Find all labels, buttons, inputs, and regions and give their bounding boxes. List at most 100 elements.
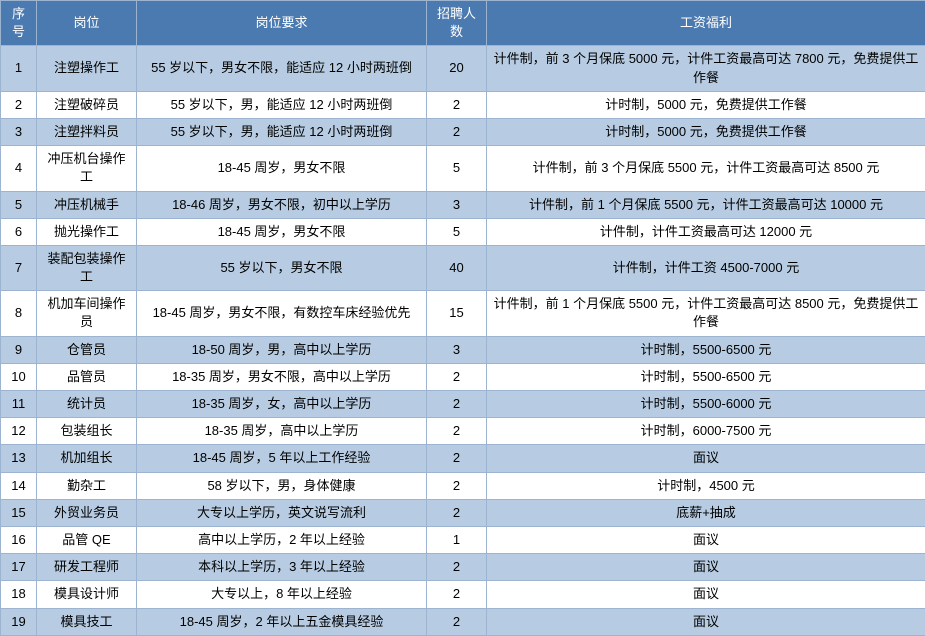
cell-no: 4 [1, 146, 37, 191]
cell-position: 抛光操作工 [37, 218, 137, 245]
cell-position: 统计员 [37, 391, 137, 418]
cell-no: 3 [1, 118, 37, 145]
cell-position: 勤杂工 [37, 472, 137, 499]
cell-pay: 面议 [487, 581, 925, 608]
table-row: 7装配包装操作工55 岁以下，男女不限40计件制，计件工资 4500-7000 … [1, 245, 925, 290]
cell-position: 研发工程师 [37, 554, 137, 581]
table-body: 1注塑操作工55 岁以下，男女不限，能适应 12 小时两班倒20计件制，前 3 … [1, 46, 925, 635]
cell-no: 18 [1, 581, 37, 608]
cell-requirement: 18-35 周岁，高中以上学历 [137, 418, 427, 445]
cell-pay: 计时制，5500-6000 元 [487, 391, 925, 418]
cell-requirement: 18-46 周岁，男女不限，初中以上学历 [137, 191, 427, 218]
cell-position: 机加组长 [37, 445, 137, 472]
cell-requirement: 18-35 周岁，男女不限，高中以上学历 [137, 363, 427, 390]
cell-count: 15 [427, 291, 487, 336]
cell-position: 注塑拌料员 [37, 118, 137, 145]
cell-no: 9 [1, 336, 37, 363]
cell-no: 2 [1, 91, 37, 118]
cell-position: 机加车间操作员 [37, 291, 137, 336]
cell-pay: 面议 [487, 554, 925, 581]
cell-position: 模具技工 [37, 608, 137, 635]
table-row: 18模具设计师大专以上，8 年以上经验2面议 [1, 581, 925, 608]
cell-count: 2 [427, 445, 487, 472]
cell-requirement: 55 岁以下，男，能适应 12 小时两班倒 [137, 91, 427, 118]
cell-pay: 底薪+抽成 [487, 499, 925, 526]
table-row: 17研发工程师本科以上学历，3 年以上经验2面议 [1, 554, 925, 581]
col-header-pos: 岗位 [37, 1, 137, 46]
cell-count: 40 [427, 245, 487, 290]
recruitment-table: 序号 岗位 岗位要求 招聘人数 工资福利 1注塑操作工55 岁以下，男女不限，能… [0, 0, 925, 636]
cell-requirement: 18-45 周岁，5 年以上工作经验 [137, 445, 427, 472]
cell-requirement: 大专以上学历，英文说写流利 [137, 499, 427, 526]
cell-no: 5 [1, 191, 37, 218]
table-row: 14勤杂工58 岁以下，男，身体健康2计时制，4500 元 [1, 472, 925, 499]
cell-no: 17 [1, 554, 37, 581]
cell-pay: 计时制，6000-7500 元 [487, 418, 925, 445]
table-row: 2注塑破碎员55 岁以下，男，能适应 12 小时两班倒2计时制，5000 元，免… [1, 91, 925, 118]
cell-position: 外贸业务员 [37, 499, 137, 526]
table-header: 序号 岗位 岗位要求 招聘人数 工资福利 [1, 1, 925, 46]
table-row: 11统计员18-35 周岁，女，高中以上学历2计时制，5500-6000 元 [1, 391, 925, 418]
cell-count: 2 [427, 554, 487, 581]
cell-no: 12 [1, 418, 37, 445]
cell-pay: 计件制，前 1 个月保底 5500 元，计件工资最高可达 8500 元，免费提供… [487, 291, 925, 336]
cell-position: 注塑破碎员 [37, 91, 137, 118]
table-row: 12包装组长18-35 周岁，高中以上学历2计时制，6000-7500 元 [1, 418, 925, 445]
cell-no: 8 [1, 291, 37, 336]
cell-count: 2 [427, 499, 487, 526]
cell-requirement: 58 岁以下，男，身体健康 [137, 472, 427, 499]
cell-count: 2 [427, 472, 487, 499]
cell-position: 仓管员 [37, 336, 137, 363]
cell-pay: 计时制，5500-6500 元 [487, 363, 925, 390]
cell-requirement: 55 岁以下，男，能适应 12 小时两班倒 [137, 118, 427, 145]
col-header-no: 序号 [1, 1, 37, 46]
table-row: 16品管 QE高中以上学历，2 年以上经验1面议 [1, 526, 925, 553]
col-header-req: 岗位要求 [137, 1, 427, 46]
table-row: 8机加车间操作员18-45 周岁，男女不限，有数控车床经验优先15计件制，前 1… [1, 291, 925, 336]
cell-no: 16 [1, 526, 37, 553]
cell-count: 3 [427, 191, 487, 218]
cell-count: 2 [427, 118, 487, 145]
cell-no: 11 [1, 391, 37, 418]
cell-pay: 计件制，前 3 个月保底 5000 元，计件工资最高可达 7800 元，免费提供… [487, 46, 925, 91]
table-row: 10品管员18-35 周岁，男女不限，高中以上学历2计时制，5500-6500 … [1, 363, 925, 390]
cell-position: 品管 QE [37, 526, 137, 553]
cell-pay: 面议 [487, 445, 925, 472]
cell-count: 2 [427, 363, 487, 390]
cell-requirement: 大专以上，8 年以上经验 [137, 581, 427, 608]
col-header-pay: 工资福利 [487, 1, 925, 46]
cell-pay: 计件制，前 1 个月保底 5500 元，计件工资最高可达 10000 元 [487, 191, 925, 218]
cell-requirement: 18-45 周岁，男女不限 [137, 218, 427, 245]
table-row: 19模具技工18-45 周岁，2 年以上五金模具经验2面议 [1, 608, 925, 635]
cell-requirement: 本科以上学历，3 年以上经验 [137, 554, 427, 581]
cell-requirement: 55 岁以下，男女不限 [137, 245, 427, 290]
cell-pay: 计时制，5000 元，免费提供工作餐 [487, 118, 925, 145]
cell-no: 10 [1, 363, 37, 390]
cell-no: 14 [1, 472, 37, 499]
cell-requirement: 55 岁以下，男女不限，能适应 12 小时两班倒 [137, 46, 427, 91]
table-row: 5冲压机械手18-46 周岁，男女不限，初中以上学历3计件制，前 1 个月保底 … [1, 191, 925, 218]
cell-requirement: 18-45 周岁，男女不限 [137, 146, 427, 191]
cell-count: 2 [427, 91, 487, 118]
cell-requirement: 18-50 周岁，男，高中以上学历 [137, 336, 427, 363]
table-row: 13机加组长18-45 周岁，5 年以上工作经验2面议 [1, 445, 925, 472]
cell-no: 6 [1, 218, 37, 245]
cell-count: 5 [427, 146, 487, 191]
cell-no: 7 [1, 245, 37, 290]
cell-no: 15 [1, 499, 37, 526]
cell-count: 2 [427, 608, 487, 635]
table-row: 3注塑拌料员55 岁以下，男，能适应 12 小时两班倒2计时制，5000 元，免… [1, 118, 925, 145]
cell-pay: 计时制，5000 元，免费提供工作餐 [487, 91, 925, 118]
col-header-cnt: 招聘人数 [427, 1, 487, 46]
cell-count: 20 [427, 46, 487, 91]
cell-pay: 计件制，前 3 个月保底 5500 元，计件工资最高可达 8500 元 [487, 146, 925, 191]
cell-pay: 计件制，计件工资最高可达 12000 元 [487, 218, 925, 245]
cell-pay: 计时制，4500 元 [487, 472, 925, 499]
cell-position: 注塑操作工 [37, 46, 137, 91]
cell-position: 装配包装操作工 [37, 245, 137, 290]
cell-pay: 计时制，5500-6500 元 [487, 336, 925, 363]
cell-count: 2 [427, 581, 487, 608]
cell-count: 3 [427, 336, 487, 363]
cell-position: 模具设计师 [37, 581, 137, 608]
cell-count: 2 [427, 418, 487, 445]
